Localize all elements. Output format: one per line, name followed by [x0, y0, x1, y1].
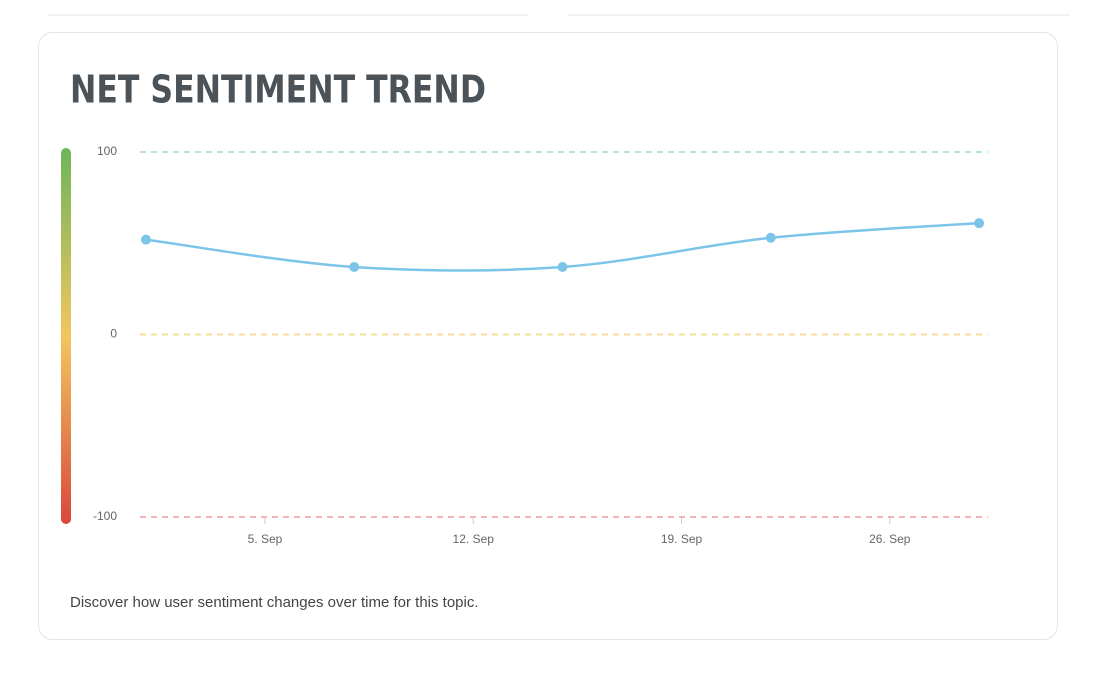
data-point: [140, 234, 151, 245]
card: [38, 32, 1058, 640]
x-tick-label: 5. Sep: [248, 532, 283, 546]
sentiment-scale: [61, 148, 71, 524]
x-tick-label: 12. Sep: [453, 532, 495, 546]
chart-description: Discover how user sentiment changes over…: [70, 594, 479, 611]
data-point: [974, 218, 985, 229]
chart-title: NET SENTIMENT TREND: [70, 68, 486, 112]
data-point: [349, 261, 360, 272]
data-point: [765, 232, 776, 243]
x-tick-label: 19. Sep: [661, 532, 703, 546]
y-tick-label: 0: [110, 327, 117, 341]
x-tick-label: 26. Sep: [869, 532, 911, 546]
data-point: [557, 261, 568, 272]
y-tick-label: 100: [97, 144, 117, 158]
y-tick-label: -100: [93, 509, 117, 523]
